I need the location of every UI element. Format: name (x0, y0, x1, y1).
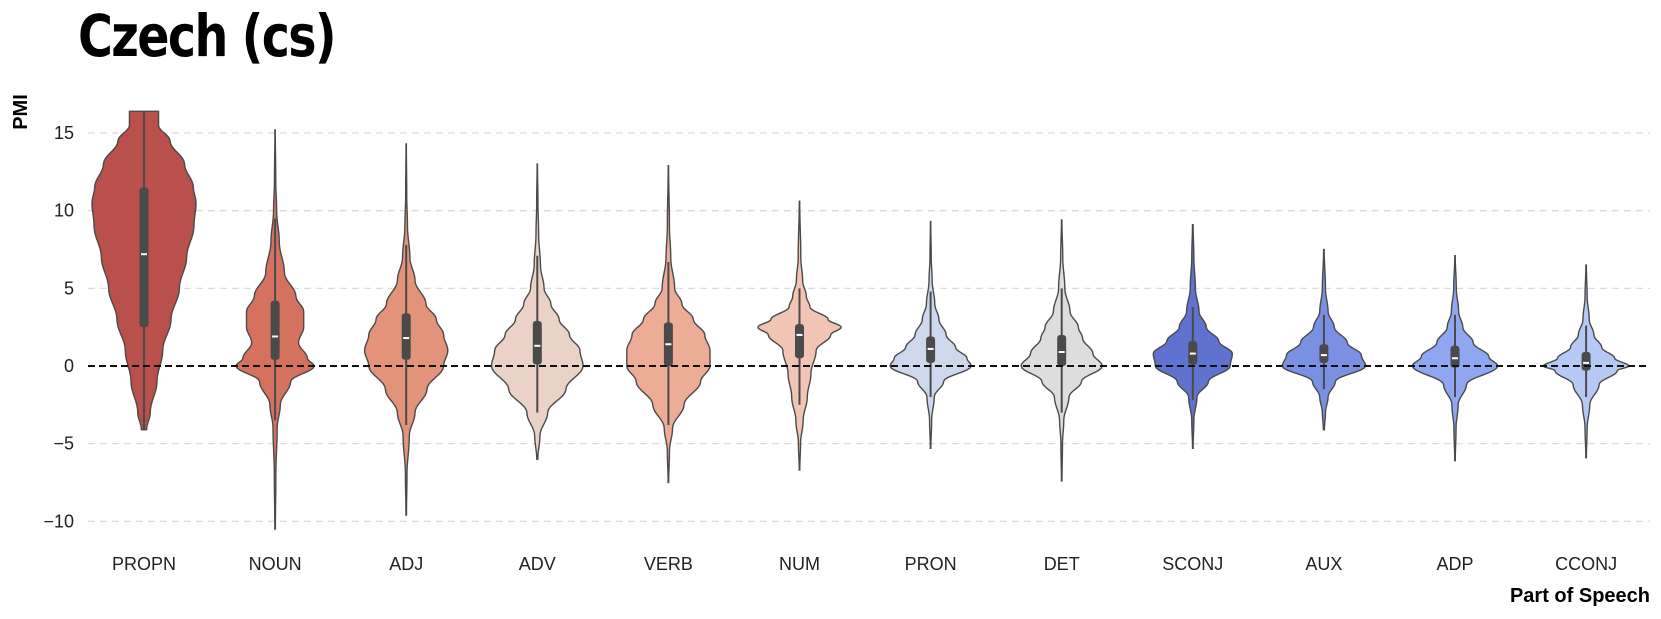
iqr-box-num (795, 324, 804, 359)
x-tick-label: DET (1044, 554, 1080, 574)
y-tick-label: 15 (54, 123, 74, 143)
x-tick-label: AUX (1305, 554, 1342, 574)
violin-layer (91, 110, 1630, 530)
iqr-box-noun (270, 300, 280, 360)
iqr-box-propn (139, 187, 149, 328)
x-tick-label: VERB (644, 554, 693, 574)
tick-label-layer: 15 10 5 0 −5 −10 (43, 123, 74, 531)
grid-layer (88, 132, 1650, 522)
x-tick-label: PROPN (112, 554, 176, 574)
y-tick-label: −5 (53, 434, 74, 454)
y-tick-label: 0 (64, 356, 74, 376)
x-tick-label: SCONJ (1162, 554, 1223, 574)
chart-title: Czech (cs) (78, 2, 337, 70)
y-tick-label: 5 (64, 278, 74, 298)
x-tick-label: ADJ (389, 554, 423, 574)
x-tick-label: CCONJ (1555, 554, 1617, 574)
iqr-box-aux (1319, 344, 1329, 363)
x-tick-label: ADV (519, 554, 556, 574)
iqr-box-cconj (1581, 352, 1591, 371)
y-axis-label: PMI (10, 94, 32, 130)
y-tick-label: −10 (43, 511, 74, 531)
category-label-layer: PROPN NOUN ADJ ADV VERB NUM PRON DET SCONJ AUX ADP… (112, 554, 1617, 574)
iqr-box-adj (401, 313, 411, 360)
iqr-box-adv (532, 320, 542, 365)
iqr-box-det (1057, 334, 1067, 366)
x-tick-label: NOUN (249, 554, 302, 574)
y-tick-label: 10 (54, 201, 74, 221)
iqr-box-adp (1450, 345, 1460, 368)
x-tick-label: NUM (779, 554, 820, 574)
x-tick-label: PRON (905, 554, 957, 574)
x-axis-label: Part of Speech (1510, 585, 1650, 607)
x-tick-label: ADP (1436, 554, 1473, 574)
